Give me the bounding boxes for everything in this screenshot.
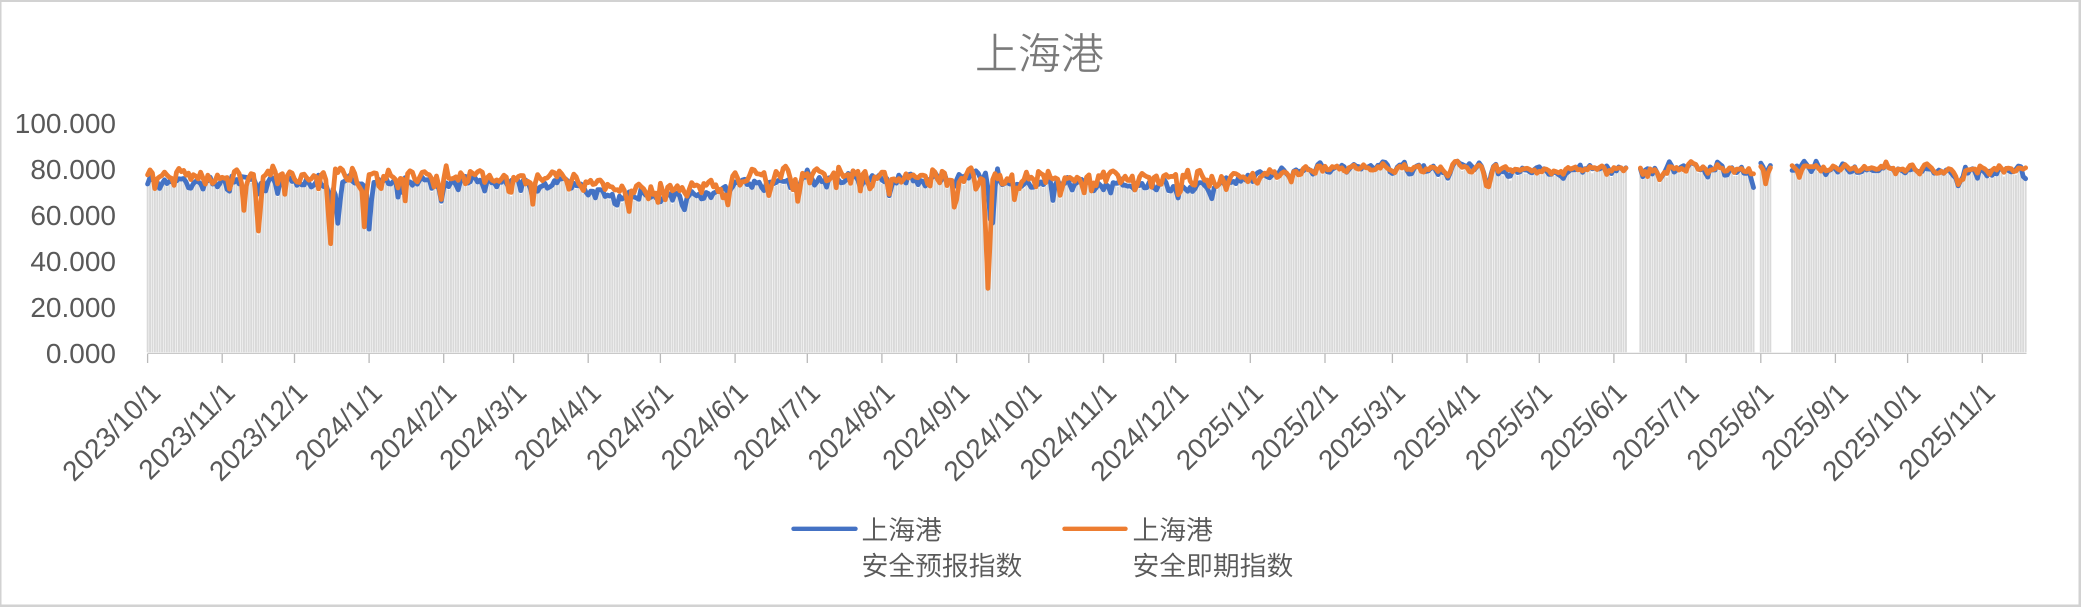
- svg-text:100.000: 100.000: [15, 108, 116, 139]
- svg-text:40.000: 40.000: [30, 246, 116, 277]
- svg-text:60.000: 60.000: [30, 200, 116, 231]
- svg-text:20.000: 20.000: [30, 292, 116, 323]
- svg-text:80.000: 80.000: [30, 154, 116, 185]
- svg-text:0.000: 0.000: [46, 338, 116, 369]
